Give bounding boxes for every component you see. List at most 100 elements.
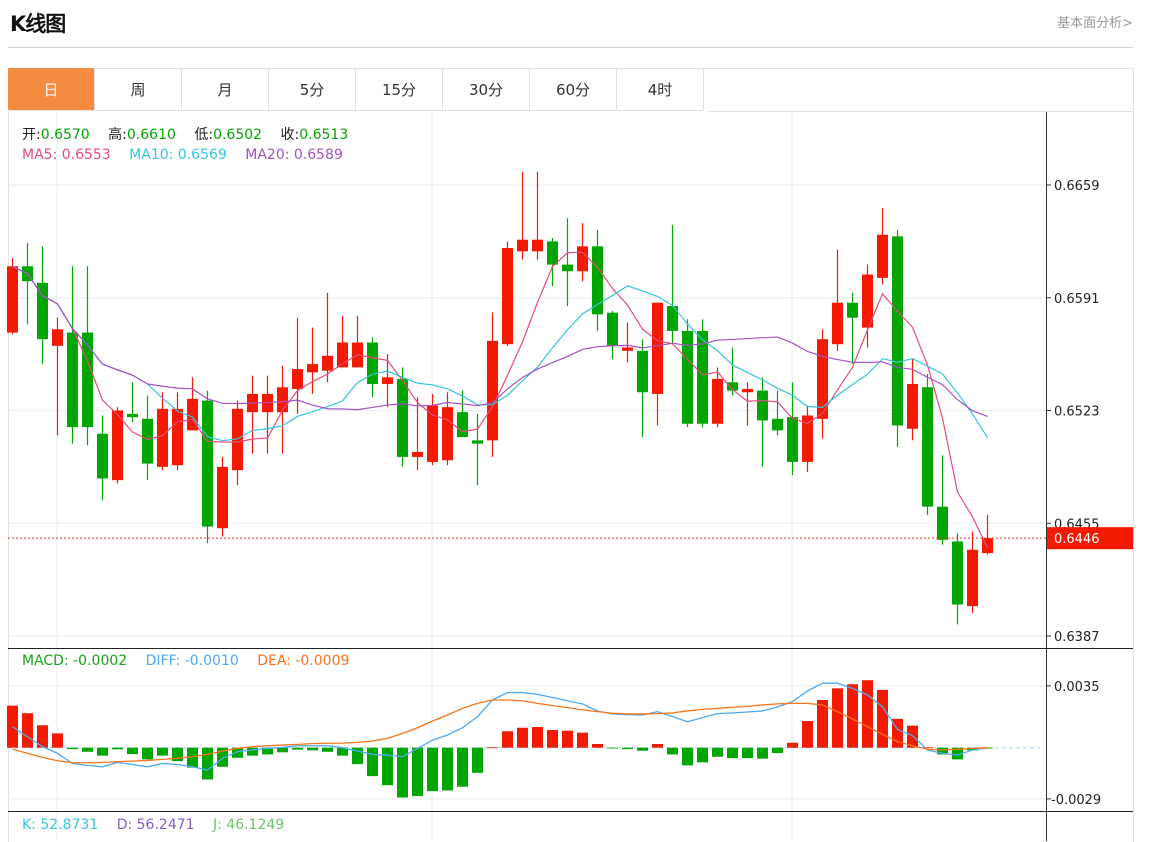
- macd-bar: [697, 747, 708, 763]
- candle-body: [622, 347, 633, 351]
- macd-bar: [442, 747, 453, 791]
- tab-30min[interactable]: 30分: [443, 68, 530, 111]
- last-price-label: 0.6446: [1054, 532, 1100, 547]
- candle-body: [112, 410, 123, 481]
- candle-body: [142, 418, 153, 464]
- ma20-value: MA20: 0.6589: [245, 147, 343, 163]
- candle: [262, 375, 273, 454]
- candle: [967, 531, 978, 613]
- diff-line: [12, 682, 988, 771]
- candle: [862, 264, 873, 348]
- diff-value: DIFF: -0.0010: [145, 653, 239, 669]
- tab-month[interactable]: 月: [182, 68, 269, 111]
- candle-body: [817, 339, 828, 419]
- ma20-line: [12, 265, 988, 417]
- candle-body: [427, 405, 438, 462]
- candle: [547, 238, 558, 287]
- candle: [442, 392, 453, 466]
- candle-body: [697, 330, 708, 424]
- macd-bar: [862, 680, 873, 748]
- candle-body: [667, 306, 678, 331]
- macd-legend: MACD: -0.0002 DIFF: -0.0010 DEA: -0.0009: [22, 653, 363, 669]
- dea-line: [12, 699, 988, 764]
- candle: [712, 367, 723, 428]
- candle: [412, 397, 423, 471]
- candle-body: [157, 408, 168, 467]
- candle: [922, 374, 933, 515]
- candle: [217, 456, 228, 537]
- candle: [37, 246, 48, 365]
- macd-bar: [547, 730, 558, 748]
- tab-4hour[interactable]: 4时: [617, 68, 704, 111]
- macd-value: MACD: -0.0002: [22, 653, 128, 669]
- macd-bar: [22, 713, 33, 748]
- candle: [982, 514, 993, 555]
- macd-bar: [172, 747, 183, 762]
- candle-body: [367, 342, 378, 384]
- macd-bar: [217, 747, 228, 767]
- candle-body: [727, 382, 738, 391]
- candle: [667, 224, 678, 345]
- candle: [607, 311, 618, 360]
- candle: [832, 249, 843, 351]
- macd-bar: [382, 747, 393, 786]
- candle: [772, 390, 783, 436]
- macd-bar: [592, 743, 603, 748]
- candle-body: [487, 340, 498, 441]
- candle: [337, 315, 348, 368]
- last-price-badge: [1047, 527, 1133, 550]
- macd-bar: [937, 747, 948, 755]
- macd-bar: [727, 747, 738, 759]
- candle-body: [517, 239, 528, 252]
- macd-bar: [202, 747, 213, 780]
- ma5-line: [12, 251, 989, 549]
- fundamental-analysis-link[interactable]: 基本面分析>: [1057, 16, 1133, 31]
- candle-body: [82, 332, 93, 428]
- candle-body: [907, 383, 918, 429]
- candle-body: [637, 350, 648, 393]
- candle-body: [7, 266, 18, 333]
- tab-60min[interactable]: 60分: [530, 68, 617, 111]
- candle-body: [442, 407, 453, 461]
- tab-5min[interactable]: 5分: [269, 68, 356, 111]
- candle: [682, 319, 693, 428]
- ohlc-legend: 开:0.6570 高:0.6610 低:0.6502 收:0.6513: [22, 124, 362, 144]
- candle-body: [802, 415, 813, 462]
- candle: [757, 377, 768, 467]
- candle: [397, 367, 408, 467]
- macd-bar: [487, 747, 498, 749]
- macd-bar: [412, 747, 423, 797]
- j-value: J: 46.1249: [213, 817, 285, 833]
- tab-15min[interactable]: 15分: [356, 68, 443, 111]
- d-value: D: 56.2471: [116, 817, 195, 833]
- tab-day[interactable]: 日: [8, 68, 95, 111]
- candle-body: [202, 400, 213, 527]
- candle: [847, 292, 858, 365]
- candle-body: [322, 355, 333, 371]
- macd-bar: [607, 747, 618, 749]
- candle: [502, 241, 513, 346]
- candle-body: [457, 412, 468, 438]
- candle-body: [292, 369, 303, 389]
- macd-bar: [667, 747, 678, 755]
- candle-body: [577, 246, 588, 272]
- macd-bar: [892, 718, 903, 748]
- close-value: 0.6513: [299, 127, 349, 143]
- macd-bar: [292, 747, 303, 750]
- page-title: K线图: [10, 12, 66, 36]
- candle: [172, 392, 183, 471]
- candle-body: [877, 234, 888, 278]
- close-label: 收:: [280, 127, 300, 143]
- tab-week[interactable]: 周: [95, 68, 182, 111]
- macd-bar: [427, 747, 438, 792]
- candle-body: [757, 390, 768, 421]
- macd-bar: [232, 747, 243, 758]
- candle: [877, 208, 888, 285]
- candle: [697, 319, 708, 428]
- candle-body: [52, 329, 63, 346]
- candle-body: [217, 466, 228, 529]
- candle-body: [172, 408, 183, 466]
- macd-bar: [772, 747, 783, 754]
- candle-body: [682, 330, 693, 424]
